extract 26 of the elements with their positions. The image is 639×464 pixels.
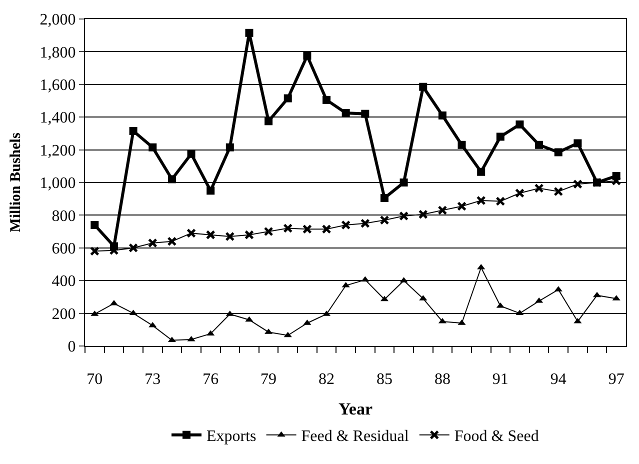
x-tick-label: 82 [318,371,335,388]
y-tick-label: 1,600 [40,77,76,94]
y-tick-label: 1,000 [40,175,76,192]
x-tick-label: 94 [550,371,566,388]
legend-label: Food & Seed [454,428,539,446]
x-tick-label: 79 [260,371,277,388]
x-tick-label: 73 [144,371,161,388]
y-tick-label: 1,400 [40,110,76,127]
y-tick-label: 2,000 [40,12,76,29]
y-tick-label: 0 [68,338,76,356]
x-axis-title: Year [338,400,373,419]
y-tick-label: 1,200 [40,142,76,160]
y-axis-title: Million Bushels [8,132,24,232]
legend-label: Feed & Residual [301,428,410,446]
y-tick-label: 600 [52,240,76,258]
y-tick-label: 1,800 [40,44,76,62]
legend-label: Exports [206,428,256,446]
y-tick-label: 200 [52,306,76,323]
x-tick-label: 88 [434,371,450,388]
x-tick-label: 97 [608,371,624,388]
x-tick-label: 91 [492,371,508,388]
y-tick-label: 400 [52,273,76,290]
x-tick-label: 85 [376,371,392,388]
x-tick-label: 76 [202,371,219,388]
y-tick-label: 800 [52,208,76,225]
x-tick-label: 70 [86,371,103,388]
